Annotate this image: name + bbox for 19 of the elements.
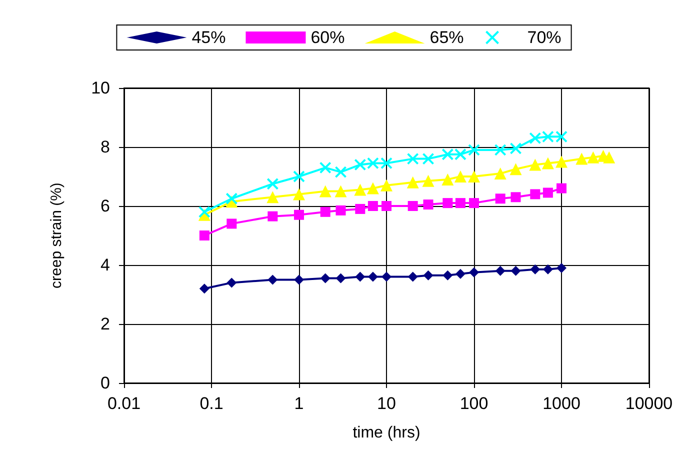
x-tick-label: 0.01 <box>107 394 141 413</box>
legend-label: 65% <box>430 28 464 47</box>
x-tick-label: 1000 <box>542 394 580 413</box>
y-tick-label: 4 <box>100 256 110 274</box>
x-tick-label: 1 <box>294 394 304 413</box>
x-tick-label: 10000 <box>625 394 673 413</box>
y-tick-label: 6 <box>100 196 110 216</box>
legend-label: 45% <box>192 28 226 47</box>
x-tick-label: 0.1 <box>200 394 224 413</box>
y-axis-title: creep strain (%) <box>48 182 65 288</box>
y-tick-label: 0 <box>100 374 110 392</box>
y-tick-label: 8 <box>100 138 110 156</box>
x-axis-title: time (hrs) <box>352 424 420 442</box>
x-tick-label: 10 <box>377 394 396 413</box>
legend-label: 70% <box>527 28 562 47</box>
y-tick-label: 10 <box>91 78 110 98</box>
legend-label: 60% <box>310 28 345 47</box>
y-tick-label: 2 <box>100 314 110 334</box>
x-tick-label: 100 <box>460 394 488 413</box>
